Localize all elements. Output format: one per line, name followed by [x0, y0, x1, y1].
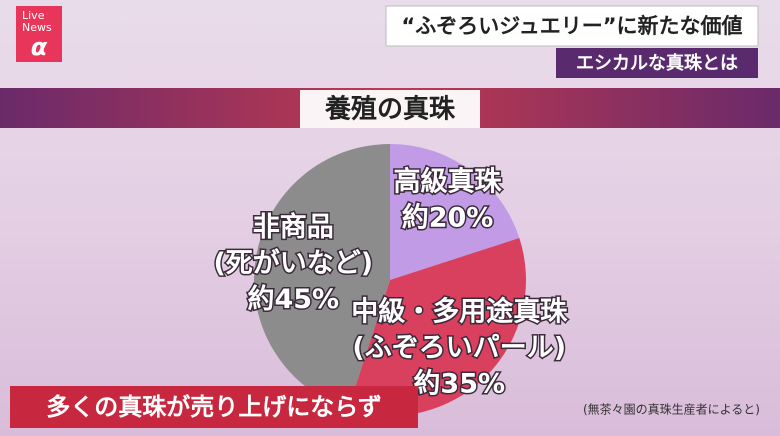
caption-box: [10, 386, 418, 428]
title-box: [300, 90, 480, 128]
slice-label: (死がいなど): [213, 247, 373, 279]
caption: 多くの真珠が売り上げにならず: [46, 393, 382, 421]
source: (無茶々園の真珠生産者によると): [583, 402, 760, 417]
logo-text: Live: [22, 9, 45, 22]
slice-label: 中級・多用途真珠: [351, 296, 568, 328]
pie-slice: [390, 144, 520, 280]
headline-box: [385, 5, 759, 47]
chart-title: 養殖の真珠: [324, 94, 456, 125]
slice-label: 約35%: [413, 368, 505, 400]
pie-slice: [347, 237, 526, 416]
slice-label: 約45%: [247, 283, 339, 315]
logo-text: News: [22, 21, 52, 34]
pie-slice: [254, 144, 390, 410]
slice-label: 高級真珠: [394, 165, 503, 197]
logo-mark: α: [31, 33, 48, 61]
subheadline-box: [556, 48, 758, 78]
slice-label: 非商品: [253, 212, 334, 243]
slice-label: 約20%: [402, 201, 494, 233]
headline: “ふぞろいジュエリー”に新たな価値: [401, 14, 742, 38]
logo: [16, 6, 62, 62]
slice-label: (ふぞろいパール): [352, 333, 566, 364]
subheadline: エシカルな真珠とは: [576, 52, 738, 74]
